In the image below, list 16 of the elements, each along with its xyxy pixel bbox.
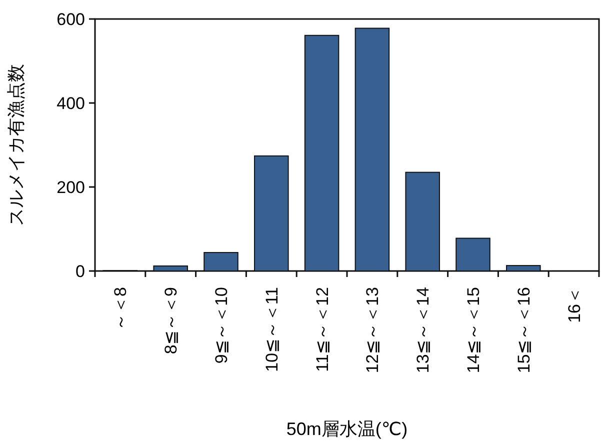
x-tick-label: 9≦～＜10 (212, 287, 231, 364)
x-tick-label: ～＜8 (111, 287, 130, 330)
y-tick-label: 400 (56, 94, 85, 113)
x-tick-label: 15≦～＜16 (514, 287, 534, 374)
x-tick-label: 14≦～＜15 (464, 287, 483, 374)
y-axis-title: スルメイカ有漁点数 (6, 64, 26, 226)
x-tick-label: 13≦～＜14 (414, 287, 433, 374)
x-tick-label: 10≦～＜11 (262, 287, 282, 372)
x-tick-label: 8≦～＜9 (162, 287, 181, 354)
x-tick-label: 11≦～＜12 (312, 287, 332, 372)
x-axis-title: 50m層水温(℃) (286, 419, 408, 439)
x-tick-label: 12≦～＜13 (363, 287, 382, 374)
y-tick-label: 200 (56, 178, 85, 197)
x-tick-label: 16＜ (564, 287, 584, 323)
y-tick-label: 0 (76, 262, 85, 281)
y-tick-label: 600 (56, 10, 85, 29)
